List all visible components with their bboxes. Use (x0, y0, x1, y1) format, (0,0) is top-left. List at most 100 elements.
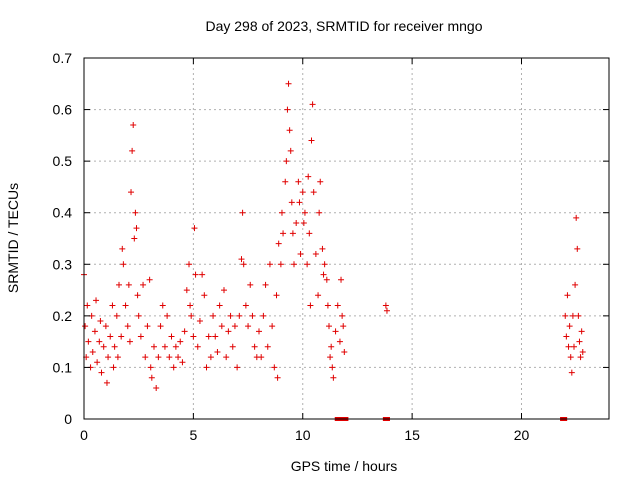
data-point-0-31 (126, 338, 133, 345)
data-point-0-51 (159, 302, 166, 309)
data-point-0-141 (321, 261, 328, 268)
data-point-0-115 (285, 80, 292, 87)
data-point-0-13 (98, 369, 105, 376)
y-tick-label-3: 0.3 (53, 256, 73, 272)
data-point-0-33 (129, 147, 136, 154)
grid-layer (84, 58, 609, 419)
data-point-0-150 (334, 302, 341, 309)
data-point-0-95 (249, 312, 256, 319)
data-point-0-131 (307, 302, 314, 309)
data-point-0-30 (125, 281, 132, 288)
plot-frame (83, 57, 610, 420)
data-point-0-48 (153, 385, 160, 392)
data-point-0-107 (274, 374, 281, 381)
data-point-0-93 (245, 323, 252, 330)
data-point-0-148 (330, 374, 337, 381)
data-point-0-137 (316, 209, 323, 216)
data-point-0-132 (308, 137, 315, 144)
data-point-0-76 (210, 312, 217, 319)
data-point-0-100 (260, 312, 267, 319)
data-point-0-57 (172, 343, 179, 350)
data-point-0-129 (305, 173, 312, 180)
data-point-0-133 (309, 101, 316, 108)
data-point-0-170 (575, 312, 582, 319)
data-point-0-169 (574, 245, 581, 252)
data-point-0-118 (288, 199, 295, 206)
data-point-0-151 (336, 338, 343, 345)
data-point-0-54 (166, 354, 173, 361)
data-point-0-80 (218, 323, 225, 330)
data-point-0-164 (568, 369, 575, 376)
data-point-0-67 (191, 225, 198, 232)
data-point-0-94 (247, 281, 254, 288)
y-tick-label-2: 0.2 (53, 308, 73, 324)
data-point-0-50 (157, 323, 164, 330)
data-points-layer (81, 80, 586, 421)
data-point-0-121 (293, 220, 300, 227)
data-point-0-102 (264, 343, 271, 350)
data-point-0-4 (85, 338, 92, 345)
data-point-0-139 (319, 245, 326, 252)
x-tick-label-4: 20 (514, 427, 530, 443)
data-point-0-41 (140, 281, 147, 288)
data-point-0-158 (562, 312, 569, 319)
y-axis-label: SRMTID / TECUs (5, 183, 21, 293)
data-point-0-136 (315, 292, 322, 299)
data-point-0-149 (332, 328, 339, 335)
data-point-0-143 (324, 302, 331, 309)
data-point-0-138 (317, 178, 324, 185)
data-point-0-36 (132, 209, 139, 216)
x-tick-label-2: 10 (295, 427, 311, 443)
data-point-0-72 (201, 292, 208, 299)
data-point-0-101 (262, 281, 269, 288)
data-point-0-119 (289, 230, 296, 237)
data-point-0-152 (338, 276, 345, 283)
data-point-0-1 (82, 323, 89, 330)
data-point-0-171 (576, 338, 583, 345)
data-point-0-167 (572, 281, 579, 288)
data-point-0-27 (120, 261, 127, 268)
y-tick-label-0: 0 (64, 411, 72, 427)
data-point-0-3 (84, 302, 91, 309)
data-point-0-37 (133, 225, 140, 232)
data-point-0-174 (579, 348, 586, 355)
data-point-0-78 (214, 348, 221, 355)
data-point-0-34 (130, 122, 137, 129)
data-point-0-79 (216, 302, 223, 309)
data-point-0-26 (119, 245, 126, 252)
data-point-0-52 (161, 343, 168, 350)
data-point-0-88 (236, 312, 243, 319)
data-point-0-29 (124, 323, 131, 330)
data-point-0-125 (299, 189, 306, 196)
data-point-0-122 (295, 178, 302, 185)
data-point-0-28 (122, 302, 129, 309)
data-point-0-159 (563, 333, 570, 340)
data-point-0-74 (205, 333, 212, 340)
data-point-0-161 (565, 343, 572, 350)
ticks-layer (83, 57, 609, 420)
data-point-0-66 (190, 333, 197, 340)
data-point-0-153 (339, 312, 346, 319)
data-point-0-99 (258, 354, 265, 361)
y-tick-label-6: 0.6 (53, 102, 73, 118)
data-point-0-168 (573, 214, 580, 221)
data-point-0-123 (296, 199, 303, 206)
data-point-0-113 (283, 158, 290, 165)
data-point-0-105 (271, 364, 278, 371)
data-point-0-47 (151, 343, 157, 350)
data-point-0-154 (340, 323, 347, 330)
data-point-0-42 (142, 354, 149, 361)
data-point-0-53 (164, 312, 171, 319)
data-point-0-63 (186, 261, 192, 268)
data-point-0-140 (320, 271, 327, 278)
data-point-0-162 (566, 323, 573, 330)
x-tick-label-0: 0 (80, 427, 88, 443)
data-point-0-14 (100, 343, 107, 350)
data-point-0-58 (175, 354, 182, 361)
data-point-0-75 (207, 354, 214, 361)
data-point-0-24 (116, 281, 122, 288)
data-point-0-172 (577, 354, 584, 361)
data-point-0-59 (177, 338, 184, 345)
data-point-0-96 (251, 343, 258, 350)
data-point-0-81 (221, 287, 227, 294)
